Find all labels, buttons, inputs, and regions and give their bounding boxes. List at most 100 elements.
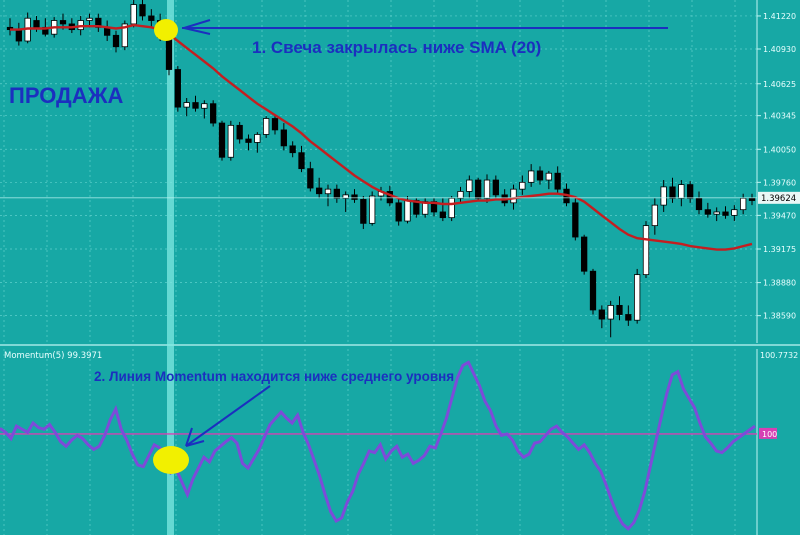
candle-body-bearish: [333, 188, 340, 199]
candle-body-bullish: [528, 170, 535, 183]
candle-body-bearish: [148, 15, 155, 21]
candle-body-bullish: [519, 181, 526, 190]
sma-20-line: [10, 23, 753, 251]
candle-body-bearish: [475, 179, 482, 199]
candle: [192, 95, 199, 112]
candle-body-bearish: [165, 37, 173, 70]
candle-body-bearish: [589, 270, 597, 311]
candle-body-bullish: [263, 118, 270, 135]
signal-ellipse-momentum: [153, 446, 189, 474]
candle: [660, 180, 667, 212]
candle: [616, 296, 623, 321]
candle-body-bearish: [572, 202, 579, 238]
candle: [395, 198, 402, 226]
momentum-level-label: 100: [762, 430, 777, 439]
candle-body-bullish: [183, 102, 190, 108]
current-price-label: 1.39624: [761, 194, 796, 204]
candle: [687, 181, 694, 203]
candle-body-bearish: [139, 4, 146, 17]
candle-body-bullish: [731, 209, 738, 216]
candle-body-bearish: [33, 20, 40, 28]
candle: [289, 141, 296, 158]
candle: [572, 198, 579, 241]
candle-body-bullish: [660, 186, 667, 206]
candle-body-bullish: [607, 304, 614, 320]
candle-body-bearish: [218, 122, 226, 158]
candle: [245, 134, 252, 151]
candle-body-bullish: [545, 172, 552, 181]
candle: [263, 116, 270, 138]
candle: [625, 305, 632, 326]
candle-body-bullish: [130, 4, 137, 25]
candle-body-bearish: [722, 211, 729, 216]
candle-body-bearish: [192, 102, 199, 109]
candle-body-bullish: [254, 134, 261, 143]
candle: [589, 268, 597, 315]
note1-text: 1. Свеча закрылась ниже SMA (20): [252, 38, 541, 57]
candle-body-bearish: [616, 304, 623, 315]
candle-body-bullish: [342, 194, 349, 199]
candle: [218, 120, 226, 161]
candle: [307, 161, 314, 192]
candle-body-bearish: [687, 184, 694, 199]
candle: [554, 166, 561, 194]
candle: [678, 180, 685, 207]
candle-body-bullish: [651, 204, 658, 227]
candle: [342, 191, 349, 212]
candle: [651, 198, 658, 235]
momentum-grid: [3, 349, 736, 535]
price-tick-label: 1.39175: [763, 245, 796, 254]
candle: [448, 196, 455, 222]
candle: [695, 191, 703, 215]
candle-body-bearish: [298, 152, 305, 170]
candle: [139, 0, 146, 21]
candle-body-bearish: [581, 236, 588, 272]
candle-body-bearish: [554, 172, 561, 190]
candle-body-bearish: [316, 187, 323, 195]
candle: [271, 113, 279, 135]
candle: [536, 166, 544, 185]
candle: [174, 66, 181, 112]
candle-body-bearish: [748, 197, 756, 201]
price-grid: [0, 0, 757, 343]
candle-body-bullish: [457, 191, 464, 199]
candle-body-bearish: [307, 168, 314, 189]
momentum-max-label: 100.7732: [760, 351, 798, 360]
candle: [439, 198, 446, 222]
candle-body-bearish: [271, 118, 279, 131]
candle-body-bearish: [15, 29, 22, 42]
candle: [360, 196, 367, 230]
candle: [704, 202, 711, 218]
candle: [227, 120, 234, 161]
candle-body-bullish: [483, 179, 491, 199]
candle-body-bullish: [510, 188, 517, 204]
current-price-box: [758, 191, 800, 204]
candle: [369, 191, 376, 226]
candle-body-bearish: [280, 129, 287, 147]
candle: [545, 170, 552, 190]
candle-body-bearish: [351, 194, 358, 200]
candle-body-bullish: [324, 188, 332, 195]
candle: [351, 189, 358, 203]
candle: [740, 193, 747, 215]
candle-body-bearish: [704, 209, 711, 215]
momentum-line: [0, 360, 756, 531]
candle-body-bearish: [59, 20, 67, 25]
price-tick-label: 1.40930: [763, 45, 796, 54]
price-tick-label: 1.39760: [763, 178, 796, 187]
candle-body-bullish: [448, 197, 455, 219]
candle: [669, 177, 676, 203]
candle: [722, 206, 729, 219]
note2-arrow-line: [185, 385, 271, 447]
candle: [581, 234, 588, 275]
price-tick-label: 1.39470: [763, 211, 796, 220]
candle: [210, 100, 217, 127]
candle: [254, 132, 261, 153]
candle: [457, 186, 464, 203]
candle-body-bearish: [174, 69, 181, 108]
candle: [519, 175, 526, 195]
candle-body-bearish: [598, 309, 605, 320]
candle-body-bearish: [236, 124, 243, 140]
candle: [642, 221, 650, 279]
